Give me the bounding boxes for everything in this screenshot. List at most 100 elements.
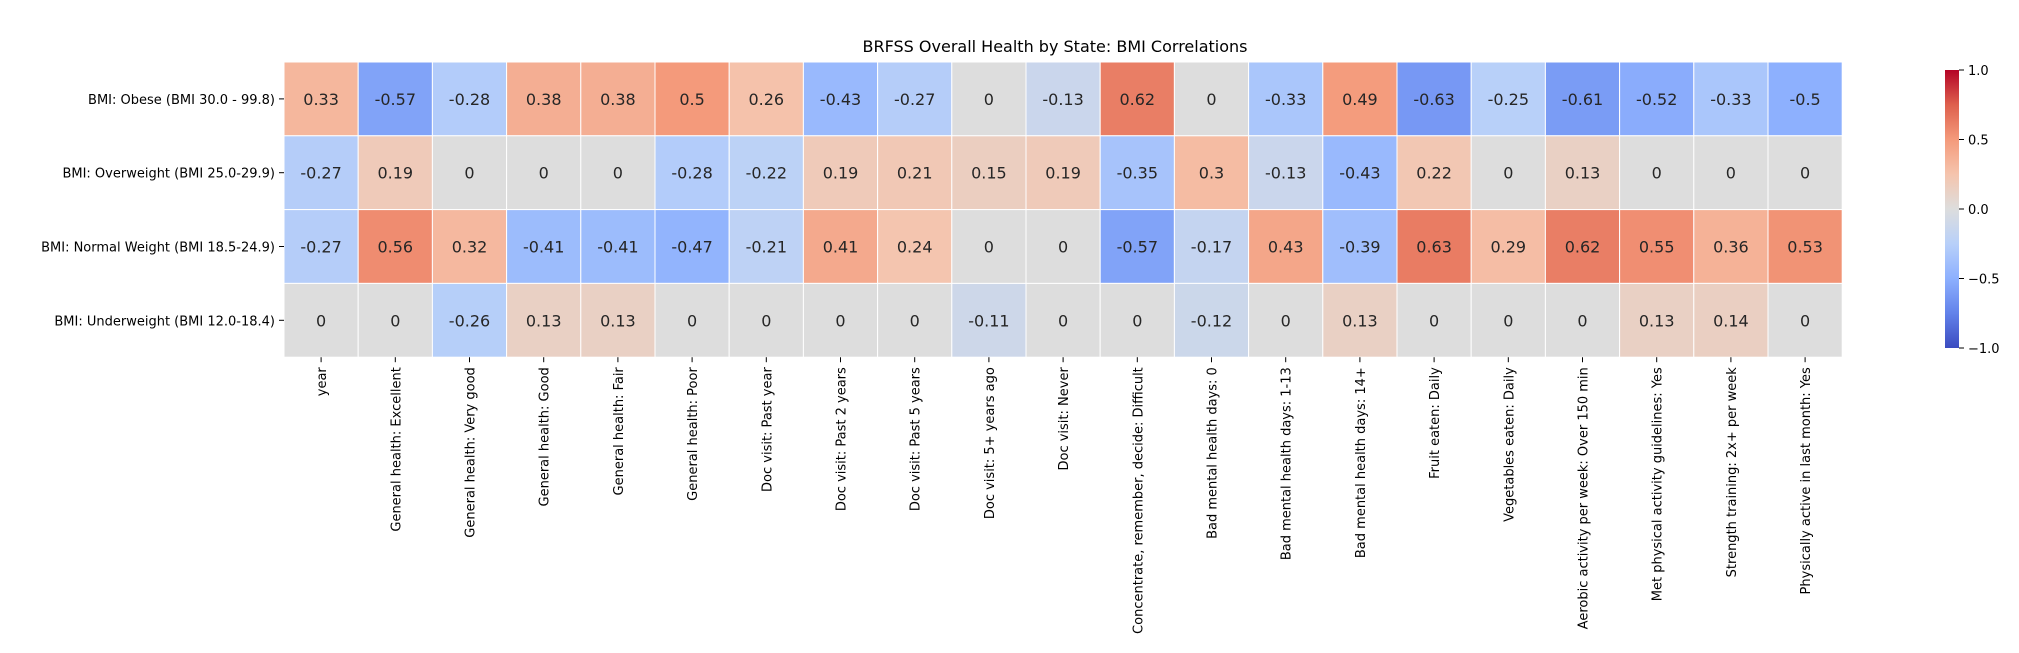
cell-value-label: -0.28 [449, 90, 490, 109]
heatmap-cell [1693, 61, 1769, 137]
cell-value-label: 0.19 [1045, 164, 1081, 183]
column-label: General health: Fair [612, 367, 627, 496]
heatmap-cell [1099, 282, 1175, 358]
column-label: Physically active in last month: Yes [1799, 367, 1814, 594]
cell-value-label: 0.13 [526, 311, 562, 330]
heatmap-cell [1025, 282, 1101, 358]
column-label: Doc visit: Past year [760, 367, 775, 492]
cell-value-label: 0.13 [1565, 164, 1601, 183]
cell-value-label: 0.33 [303, 90, 339, 109]
cell-value-label: 0 [464, 164, 474, 183]
cell-value-label: 0.49 [1342, 90, 1378, 109]
colorbar-tick-label: −1.0 [1968, 342, 2000, 357]
cell-value-label: -0.27 [894, 90, 935, 109]
cell-value-label: -0.12 [1191, 311, 1232, 330]
column-label: General health: Good [538, 367, 553, 506]
heatmap-cell [1470, 61, 1546, 137]
heatmap-cell [728, 135, 804, 211]
column-label: Doc visit: 5+ years ago [983, 367, 998, 519]
column-label: Strength training: 2x+ per week [1725, 367, 1740, 578]
column-label: Concentrate, remember, decide: Difficult [1131, 367, 1146, 634]
heatmap-cell [1693, 282, 1769, 358]
heatmap-cell [283, 209, 359, 284]
cell-value-label: 0 [984, 90, 994, 109]
cell-value-label: -0.22 [746, 164, 787, 183]
cell-value-label: -0.11 [968, 311, 1009, 330]
column-label: Bad mental health days: 1-13 [1280, 367, 1295, 560]
heatmap-cell [951, 135, 1027, 211]
row-label: BMI: Overweight (BMI 25.0-29.9) [62, 167, 275, 182]
heatmap-cell [1322, 282, 1398, 358]
heatmap-cell [1619, 282, 1695, 358]
heatmap-cell [1248, 135, 1324, 211]
heatmap-cell [1544, 61, 1621, 137]
column-label: Met physical activity guidelines: Yes [1651, 367, 1666, 601]
heatmap-cell [1248, 282, 1324, 358]
cell-value-label: 0 [613, 164, 623, 183]
cell-value-label: 0.3 [1199, 164, 1224, 183]
colorbar-tick-label: 0.0 [1968, 203, 1989, 218]
cell-value-label: 0.15 [971, 164, 1007, 183]
cell-value-label: 0 [1281, 311, 1291, 330]
cell-value-label: -0.41 [597, 238, 638, 257]
cell-value-label: 0 [1577, 311, 1587, 330]
heatmap-cell [580, 61, 656, 137]
cell-value-label: 0.53 [1787, 238, 1823, 257]
heatmap-cell [951, 61, 1027, 137]
heatmap-cell [1099, 209, 1175, 284]
cell-value-label: 0.26 [748, 90, 784, 109]
row-labels: BMI: Obese (BMI 30.0 - 99.8) BMI: Overwei… [41, 93, 284, 329]
heatmap-cell [877, 209, 953, 284]
cell-value-label: -0.13 [1042, 90, 1083, 109]
heatmap-cell [431, 282, 508, 358]
heatmap-cell [506, 61, 582, 137]
heatmap-cell [1396, 282, 1472, 358]
heatmap-cell [1248, 61, 1324, 137]
cell-value-label: 0 [1726, 164, 1736, 183]
cell-value-label: 0.19 [823, 164, 859, 183]
cell-value-label: 0.5 [679, 90, 704, 109]
column-label: Fruit eaten: Daily [1428, 367, 1443, 479]
cell-value-label: 0 [761, 311, 771, 330]
colorbar-tick-label: 1.0 [1968, 64, 1989, 79]
cell-value-label: -0.33 [1265, 90, 1306, 109]
colorbar-tick-label: 0.5 [1968, 134, 1989, 149]
cell-value-label: -0.41 [523, 238, 564, 257]
cell-value-label: 0 [835, 311, 845, 330]
heatmap-cell [1099, 61, 1175, 137]
heatmap-cell [654, 61, 730, 137]
heatmap-cell [357, 135, 433, 211]
column-label: Doc visit: Past 2 years [835, 367, 850, 511]
heatmap-cell [802, 135, 879, 211]
cell-value-label: 0.13 [1639, 311, 1675, 330]
heatmap-cell [654, 282, 730, 358]
heatmap-cell [506, 209, 582, 284]
cell-value-label: 0 [1058, 311, 1068, 330]
cell-value-label: -0.35 [1117, 164, 1158, 183]
chart-title: BRFSS Overall Health by State: BMI Corre… [863, 37, 1248, 56]
cell-value-label: 0 [1503, 164, 1513, 183]
cell-value-label: -0.57 [1117, 238, 1158, 257]
cell-value-label: 0.62 [1119, 90, 1155, 109]
cell-value-label: -0.52 [1636, 90, 1677, 109]
heatmap-cell [728, 282, 804, 358]
heatmap-cell [654, 135, 730, 211]
cell-value-label: -0.39 [1339, 238, 1380, 257]
heatmap-cell [1396, 135, 1472, 211]
cell-value-label: 0 [1206, 90, 1216, 109]
cell-value-label: 0.43 [1268, 238, 1304, 257]
cell-value-label: 0.29 [1490, 238, 1526, 257]
heatmap-cell [1767, 135, 1843, 211]
colorbar: 1.0 0.5 0.0 −0.5 −1.0 [1945, 64, 2000, 357]
heatmap-cell [1544, 282, 1621, 358]
heatmap-cell [802, 61, 879, 137]
heatmap-cell [283, 61, 359, 137]
cell-value-label: 0.22 [1416, 164, 1452, 183]
heatmap-cell [580, 209, 656, 284]
cell-value-label: -0.27 [300, 238, 341, 257]
cell-value-label: -0.47 [671, 238, 712, 257]
cell-value-label: -0.61 [1562, 90, 1603, 109]
heatmap-cell [283, 282, 359, 358]
heatmap-cell [654, 209, 730, 284]
